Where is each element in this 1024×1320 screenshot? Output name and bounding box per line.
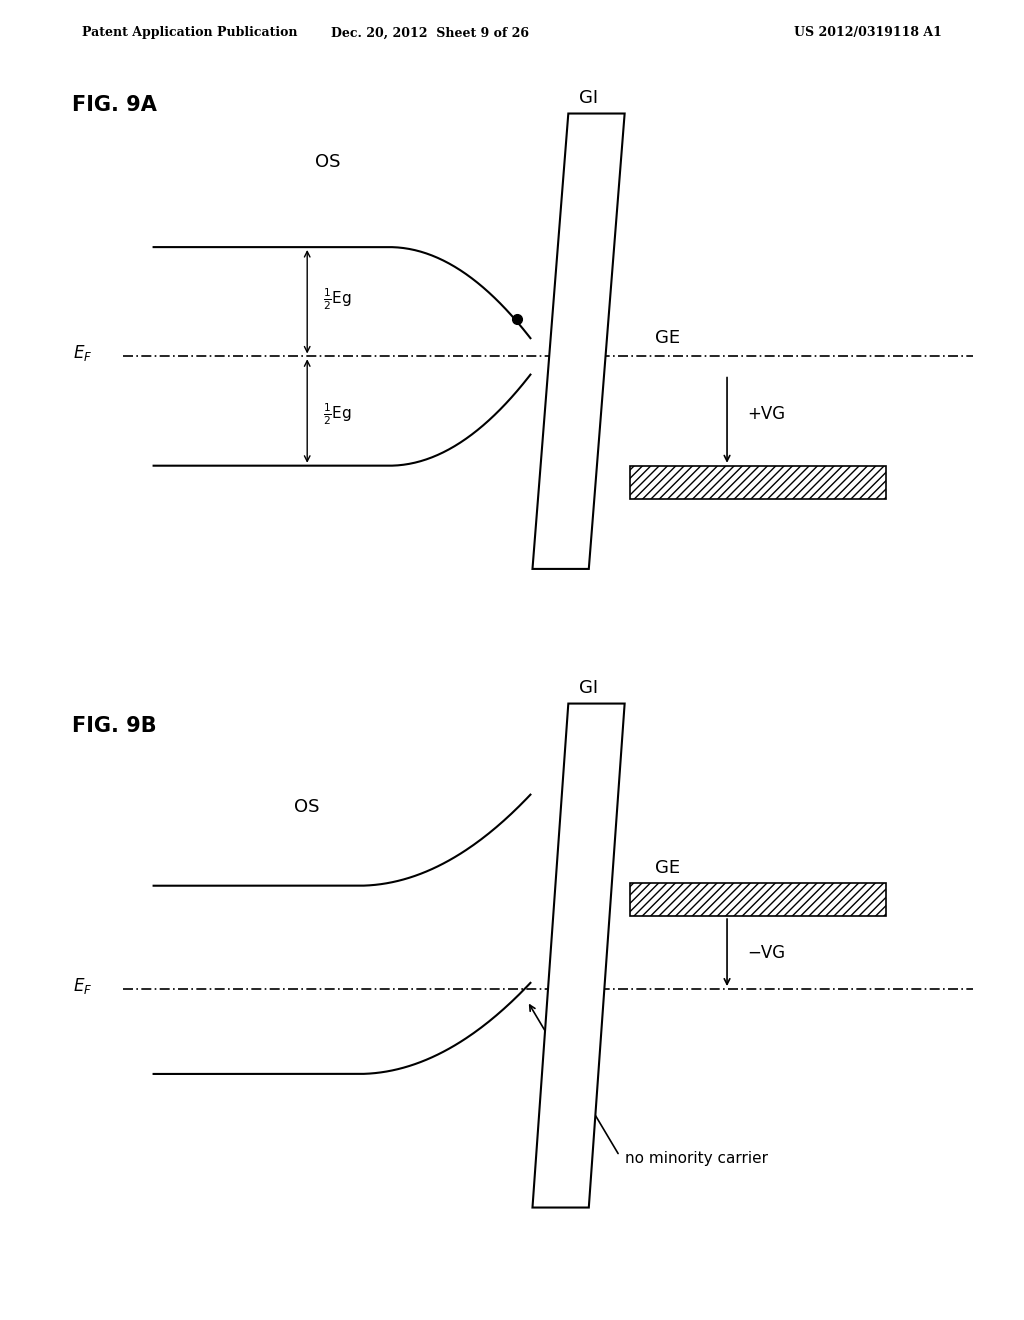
Text: +VG: +VG [748, 405, 785, 424]
Polygon shape [532, 704, 625, 1208]
Text: OS: OS [315, 153, 340, 172]
Text: GE: GE [655, 329, 681, 347]
Text: GE: GE [655, 858, 681, 876]
Text: no minority carrier: no minority carrier [625, 1151, 768, 1167]
Text: GI: GI [580, 680, 598, 697]
Bar [630, 883, 886, 916]
Text: GI: GI [580, 90, 598, 107]
Text: OS: OS [295, 797, 319, 816]
Text: Dec. 20, 2012  Sheet 9 of 26: Dec. 20, 2012 Sheet 9 of 26 [331, 26, 529, 40]
Text: $E_F$: $E_F$ [73, 343, 92, 363]
Text: FIG. 9A: FIG. 9A [72, 95, 157, 115]
Text: $E_F$: $E_F$ [73, 975, 92, 995]
Text: FIG. 9B: FIG. 9B [72, 715, 157, 735]
Text: −VG: −VG [748, 944, 785, 961]
Text: US 2012/0319118 A1: US 2012/0319118 A1 [795, 26, 942, 40]
Text: $\frac{1}{2}$Eg: $\frac{1}{2}$Eg [323, 401, 351, 426]
Text: $\frac{1}{2}$Eg: $\frac{1}{2}$Eg [323, 286, 351, 312]
Bar [630, 466, 886, 499]
Polygon shape [532, 114, 625, 569]
Text: Patent Application Publication: Patent Application Publication [82, 26, 297, 40]
